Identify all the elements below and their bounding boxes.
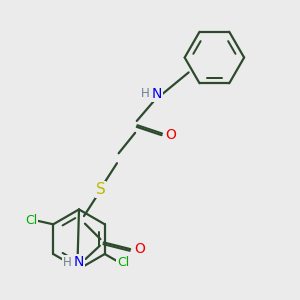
Text: H: H	[63, 256, 72, 269]
Text: N: N	[74, 255, 84, 269]
Text: N: N	[152, 87, 162, 101]
Text: Cl: Cl	[25, 214, 37, 227]
Text: S: S	[96, 182, 105, 197]
Text: Cl: Cl	[117, 256, 130, 269]
Text: H: H	[141, 87, 149, 101]
Text: O: O	[165, 128, 176, 142]
Text: O: O	[134, 242, 145, 256]
